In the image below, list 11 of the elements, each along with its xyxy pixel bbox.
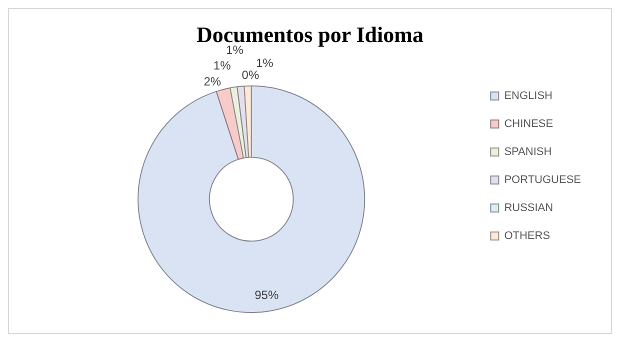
data-label: 1% [256, 56, 274, 70]
legend-label: SPANISH [504, 146, 552, 158]
legend-label: RUSSIAN [504, 202, 554, 214]
legend-label: OTHERS [504, 230, 550, 242]
legend-label: CHINESE [504, 118, 554, 130]
text: 0% [242, 68, 260, 82]
data-label: 2% [204, 74, 222, 89]
legend-label: PORTUGUESE [504, 174, 581, 186]
data-label: 95% [254, 288, 279, 302]
data-label: 1% [213, 58, 232, 72]
legend-label: ENGLISH [504, 90, 553, 102]
